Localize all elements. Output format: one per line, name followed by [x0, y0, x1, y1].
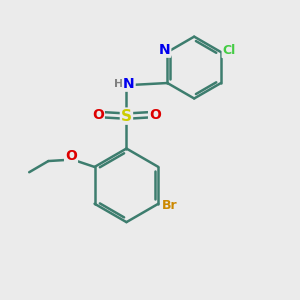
Text: N: N [123, 77, 135, 91]
Text: S: S [121, 109, 132, 124]
Text: O: O [149, 108, 161, 122]
Text: Cl: Cl [223, 44, 236, 57]
Text: O: O [92, 108, 104, 122]
Text: Br: Br [162, 199, 177, 212]
Text: H: H [114, 79, 123, 89]
Text: O: O [65, 149, 77, 163]
Text: N: N [159, 43, 170, 57]
